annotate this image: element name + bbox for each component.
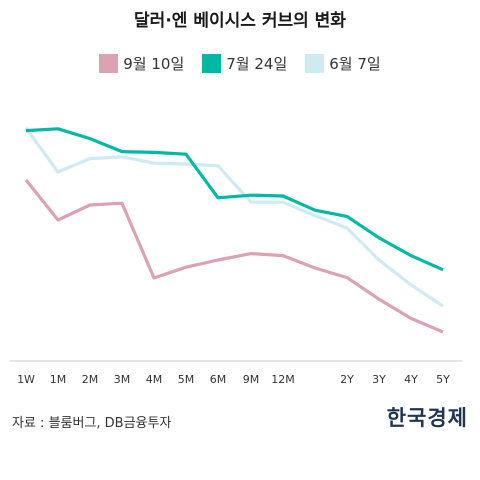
series-line-2 [25, 127, 444, 272]
legend-label-series-2: 7월 24일 [226, 55, 288, 73]
x-tick-label: 5Y [436, 373, 450, 386]
x-tick-label: 4Y [404, 373, 418, 386]
x-tick-label: 6M [210, 373, 227, 386]
publisher-logo: 한국경제 [386, 405, 468, 430]
x-tick-label: 3Y [372, 373, 386, 386]
x-tick-label: 12M [271, 373, 295, 386]
x-tick-label: 1W [17, 373, 35, 386]
x-tick-label: 2M [82, 373, 99, 386]
legend-label-series-3: 6월 7일 [329, 55, 381, 73]
x-tick-label: 4M [146, 373, 163, 386]
legend-label-series-1: 9월 10일 [123, 55, 185, 73]
legend-item-series-1: 9월 10일 [99, 53, 184, 74]
chart-title: 달러·엔 베이시스 커브의 변화 [134, 11, 346, 31]
legend-item-series-3: 6월 7일 [305, 53, 381, 74]
series-line-3 [24, 127, 444, 308]
x-tick-label: 3M [114, 373, 131, 386]
legend-swatch-series-2 [202, 54, 222, 73]
x-tick-label: 2Y [340, 373, 354, 386]
x-tick-label: 5M [178, 373, 195, 386]
legend-swatch-series-3 [305, 54, 325, 73]
legend-item-series-2: 7월 24일 [202, 53, 287, 74]
legend-swatch-series-1 [99, 54, 119, 73]
series-line-1 [24, 179, 444, 334]
x-tick-label: 1M [50, 373, 67, 386]
source-note: 자료 : 블룸버그, DB금융투자 [12, 416, 172, 431]
x-tick-label: 9M [243, 373, 260, 386]
legend: 9월 10일 7월 24일 6월 7일 [0, 53, 480, 74]
